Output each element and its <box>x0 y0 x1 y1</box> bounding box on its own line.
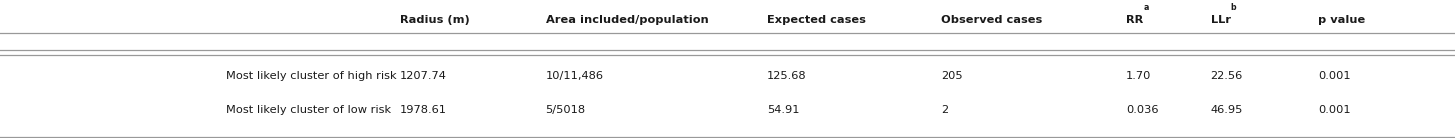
Text: Most likely cluster of high risk: Most likely cluster of high risk <box>226 71 396 81</box>
Text: 125.68: 125.68 <box>767 71 806 81</box>
Text: 22.56: 22.56 <box>1211 71 1243 81</box>
Text: 0.001: 0.001 <box>1318 71 1350 81</box>
Text: 54.91: 54.91 <box>767 105 799 115</box>
Text: 0.001: 0.001 <box>1318 105 1350 115</box>
Text: 1978.61: 1978.61 <box>400 105 447 115</box>
Text: RR: RR <box>1126 15 1144 25</box>
Text: Area included/population: Area included/population <box>546 15 709 25</box>
Text: Radius (m): Radius (m) <box>400 15 470 25</box>
Text: 1.70: 1.70 <box>1126 71 1151 81</box>
Text: a: a <box>1144 3 1149 13</box>
Text: 5/5018: 5/5018 <box>546 105 586 115</box>
Text: 1207.74: 1207.74 <box>400 71 447 81</box>
Text: Expected cases: Expected cases <box>767 15 866 25</box>
Text: LLr: LLr <box>1211 15 1231 25</box>
Text: Most likely cluster of low risk: Most likely cluster of low risk <box>226 105 390 115</box>
Text: 205: 205 <box>941 71 963 81</box>
Text: Observed cases: Observed cases <box>941 15 1043 25</box>
Text: 10/11,486: 10/11,486 <box>546 71 604 81</box>
Text: p value: p value <box>1318 15 1365 25</box>
Text: b: b <box>1231 3 1237 13</box>
Text: 2: 2 <box>941 105 949 115</box>
Text: 46.95: 46.95 <box>1211 105 1243 115</box>
Text: 0.036: 0.036 <box>1126 105 1158 115</box>
